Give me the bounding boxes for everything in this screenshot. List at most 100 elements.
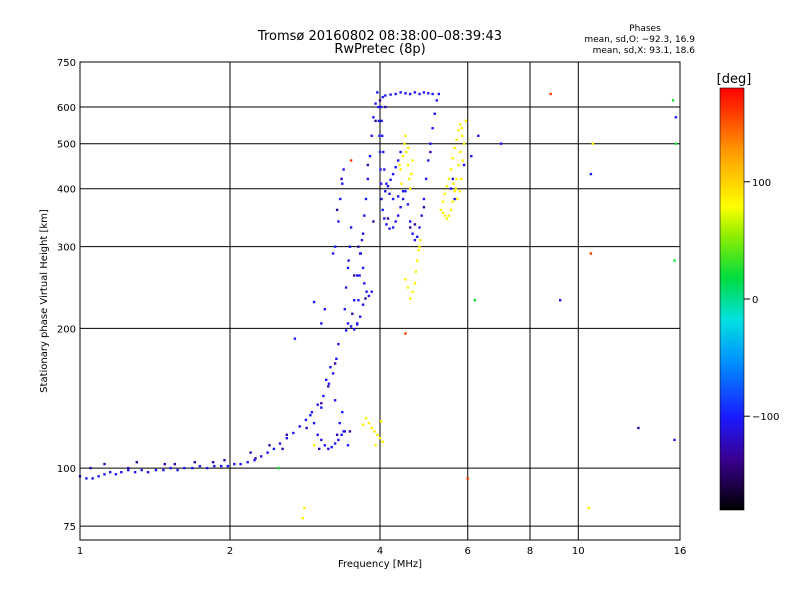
- data-point: [429, 142, 432, 145]
- data-point: [309, 414, 312, 417]
- data-point: [456, 197, 459, 201]
- data-point: [127, 466, 130, 470]
- data-point: [374, 119, 377, 123]
- data-point: [374, 444, 377, 447]
- data-point: [341, 411, 344, 414]
- data-point: [410, 172, 413, 176]
- data-point: [361, 303, 365, 306]
- data-point: [323, 308, 326, 311]
- data-point: [453, 197, 456, 201]
- grid-lines: [80, 62, 680, 540]
- y-tick-label: 75: [63, 522, 76, 533]
- data-point: [109, 471, 112, 474]
- data-point: [459, 150, 462, 154]
- data-point: [198, 464, 202, 468]
- data-point: [453, 190, 456, 193]
- data-point: [394, 92, 397, 96]
- data-point: [384, 190, 387, 193]
- data-point: [312, 300, 316, 304]
- data-point: [91, 477, 94, 480]
- data-point: [381, 208, 384, 212]
- data-point: [417, 248, 420, 252]
- data-point: [381, 440, 384, 443]
- data-point: [384, 94, 387, 97]
- data-point: [418, 92, 421, 96]
- data-point: [385, 182, 388, 185]
- data-point: [346, 322, 350, 325]
- data-point: [277, 466, 280, 470]
- data-point: [370, 290, 373, 293]
- data-point: [349, 159, 353, 162]
- data-point: [443, 214, 447, 217]
- data-point: [89, 466, 92, 470]
- data-point: [386, 185, 390, 188]
- data-point: [344, 286, 348, 289]
- phase-box-o-stats: mean, sd,O: −92.3, 16.9: [584, 35, 695, 45]
- data-point: [103, 462, 106, 466]
- data-point: [360, 238, 364, 242]
- data-point: [673, 438, 676, 442]
- data-point: [408, 177, 411, 181]
- x-tick-label: 8: [527, 546, 533, 557]
- data-point: [370, 426, 373, 430]
- data-point: [373, 430, 376, 433]
- data-point: [416, 259, 419, 262]
- data-point: [384, 105, 387, 109]
- data-point: [340, 177, 343, 181]
- data-point: [173, 462, 176, 466]
- data-point: [457, 163, 460, 167]
- y-tick-label: 100: [57, 464, 76, 475]
- data-point: [176, 468, 179, 472]
- data-point: [388, 227, 391, 230]
- data-point: [401, 190, 405, 193]
- data-point: [316, 403, 319, 406]
- data-point: [327, 382, 331, 385]
- data-point: [404, 278, 407, 281]
- data-point: [411, 290, 414, 293]
- data-point: [163, 462, 166, 466]
- data-point: [451, 157, 454, 160]
- data-point: [380, 197, 383, 201]
- data-point: [437, 92, 440, 96]
- data-point: [292, 431, 295, 435]
- data-point: [366, 177, 369, 181]
- data-point: [365, 290, 368, 293]
- colorbar-ticks: 100 0 −100: [744, 178, 779, 423]
- y-tick-label: 400: [57, 185, 76, 196]
- data-point: [470, 155, 473, 158]
- data-point: [372, 220, 375, 223]
- data-point: [310, 411, 314, 414]
- data-point: [303, 506, 306, 510]
- x-tick-label: 16: [674, 546, 687, 557]
- data-point: [409, 226, 412, 229]
- data-point: [281, 447, 284, 451]
- data-point: [403, 142, 406, 145]
- data-point: [191, 466, 194, 470]
- data-point: [333, 245, 337, 248]
- data-point: [379, 420, 383, 423]
- data-point: [344, 329, 348, 332]
- data-point: [359, 315, 362, 318]
- data-point: [285, 433, 288, 436]
- data-point: [673, 259, 676, 262]
- data-point: [346, 444, 350, 447]
- data-point: [246, 461, 249, 464]
- data-point: [460, 177, 463, 181]
- data-point: [404, 190, 407, 193]
- data-point: [383, 217, 386, 220]
- data-point: [405, 150, 408, 154]
- data-point: [449, 168, 453, 171]
- data-point: [409, 220, 412, 223]
- colorbar-tick-label: −100: [752, 412, 779, 423]
- data-point: [559, 299, 562, 302]
- data-point: [385, 223, 388, 226]
- data-point: [391, 197, 395, 201]
- data-point: [378, 134, 381, 137]
- data-point: [226, 464, 229, 468]
- data-point: [413, 91, 417, 94]
- data-point: [397, 214, 400, 217]
- data-point: [413, 282, 417, 285]
- data-point: [357, 299, 360, 302]
- data-point: [127, 468, 130, 472]
- data-point: [391, 172, 395, 176]
